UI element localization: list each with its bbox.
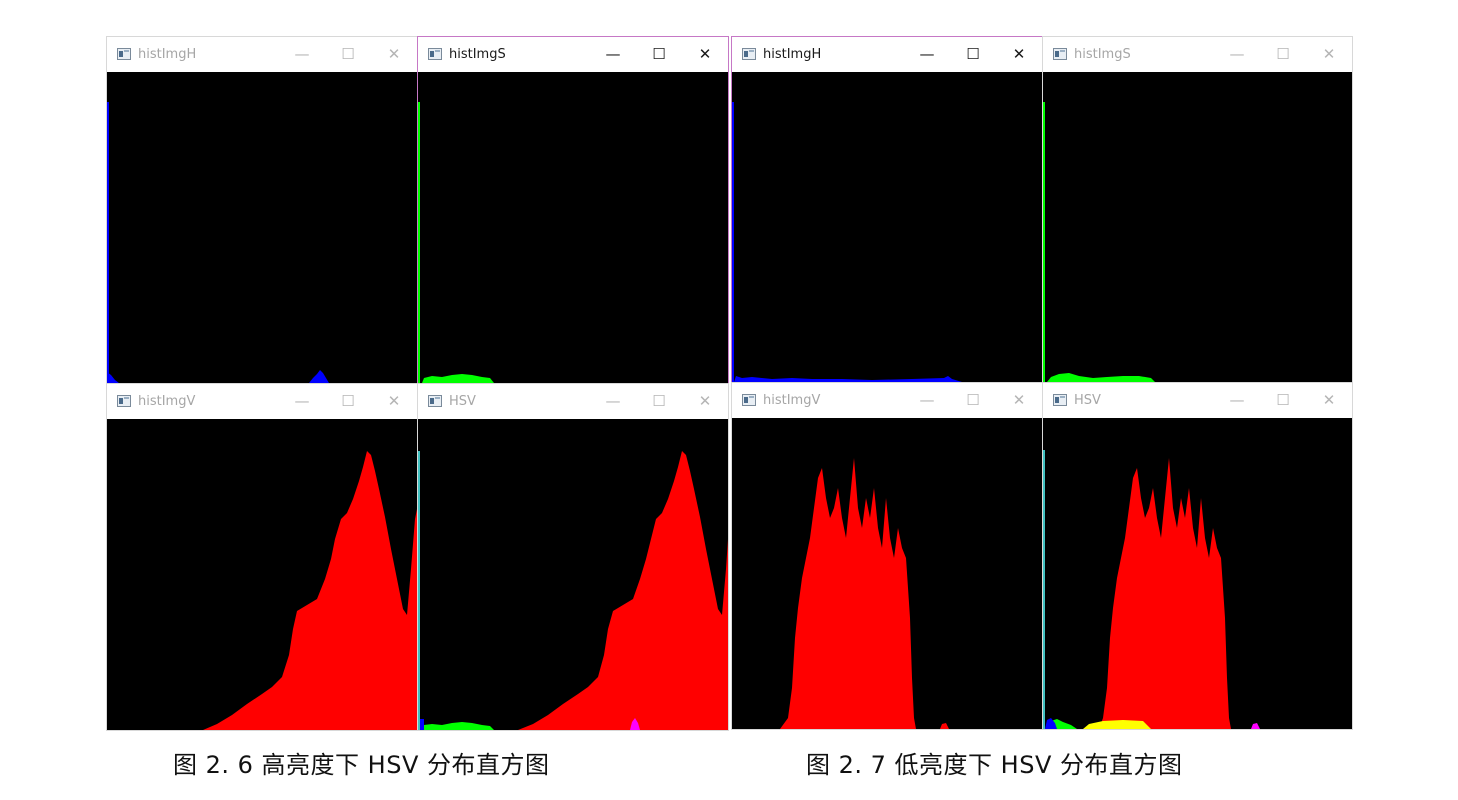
window-title: histImgH bbox=[138, 46, 197, 62]
window-hsv-low[interactable]: HSV — ☐ ✕ bbox=[1042, 382, 1353, 730]
maximize-button[interactable]: ☐ bbox=[341, 45, 355, 63]
close-button[interactable]: ✕ bbox=[387, 392, 401, 410]
minimize-button[interactable]: — bbox=[919, 391, 935, 409]
close-button[interactable]: ✕ bbox=[1322, 391, 1336, 409]
maximize-button[interactable]: ☐ bbox=[1276, 391, 1290, 409]
close-button[interactable]: ✕ bbox=[1012, 391, 1026, 409]
window-histimgv-high[interactable]: histImgV — ☐ ✕ bbox=[106, 383, 418, 731]
maximize-button[interactable]: ☐ bbox=[1276, 45, 1290, 63]
saturation-histogram bbox=[418, 102, 494, 383]
app-icon bbox=[117, 48, 131, 60]
close-button[interactable]: ✕ bbox=[387, 45, 401, 63]
titlebar[interactable]: HSV — ☐ ✕ bbox=[418, 384, 728, 418]
window-histimgh-low[interactable]: histImgH — ☐ ✕ bbox=[731, 36, 1043, 383]
titlebar[interactable]: HSV — ☐ ✕ bbox=[1043, 383, 1352, 417]
histogram-canvas bbox=[418, 419, 728, 730]
window-title: histImgV bbox=[763, 392, 821, 408]
app-icon bbox=[742, 48, 756, 60]
app-icon bbox=[1053, 394, 1067, 406]
histogram-canvas bbox=[732, 418, 1042, 729]
window-histimgv-low[interactable]: histImgV — ☐ ✕ bbox=[731, 382, 1043, 730]
combined-hsv-histogram bbox=[1043, 450, 1260, 729]
minimize-button[interactable]: — bbox=[919, 45, 935, 63]
histogram-canvas bbox=[107, 419, 417, 730]
hue-histogram bbox=[107, 102, 329, 383]
close-button[interactable]: ✕ bbox=[1322, 45, 1336, 63]
window-title: histImgS bbox=[449, 46, 506, 62]
maximize-button[interactable]: ☐ bbox=[341, 392, 355, 410]
minimize-button[interactable]: — bbox=[1229, 391, 1245, 409]
minimize-button[interactable]: — bbox=[294, 392, 310, 410]
maximize-button[interactable]: ☐ bbox=[966, 45, 980, 63]
minimize-button[interactable]: — bbox=[605, 392, 621, 410]
app-icon bbox=[428, 48, 442, 60]
hue-histogram bbox=[732, 102, 962, 382]
titlebar[interactable]: histImgH — ☐ ✕ bbox=[107, 37, 417, 71]
window-histimgs-low[interactable]: histImgS — ☐ ✕ bbox=[1042, 36, 1353, 383]
window-title: histImgS bbox=[1074, 46, 1131, 62]
close-button[interactable]: ✕ bbox=[698, 45, 712, 63]
histogram-canvas bbox=[1043, 418, 1352, 729]
close-button[interactable]: ✕ bbox=[698, 392, 712, 410]
figure-caption-2-6: 图 2. 6 高亮度下 HSV 分布直方图 bbox=[173, 751, 550, 779]
minimize-button[interactable]: — bbox=[1229, 45, 1245, 63]
minimize-button[interactable]: — bbox=[294, 45, 310, 63]
window-title: histImgV bbox=[138, 393, 196, 409]
maximize-button[interactable]: ☐ bbox=[652, 392, 666, 410]
window-title: HSV bbox=[449, 393, 476, 409]
titlebar[interactable]: histImgS — ☐ ✕ bbox=[418, 37, 728, 71]
saturation-histogram bbox=[1043, 102, 1155, 382]
figure-caption-2-7: 图 2. 7 低亮度下 HSV 分布直方图 bbox=[806, 751, 1183, 779]
histogram-canvas bbox=[1043, 72, 1352, 382]
combined-hsv-histogram bbox=[418, 451, 728, 730]
histogram-canvas bbox=[732, 72, 1042, 382]
maximize-button[interactable]: ☐ bbox=[652, 45, 666, 63]
app-icon bbox=[742, 394, 756, 406]
titlebar[interactable]: histImgV — ☐ ✕ bbox=[732, 383, 1042, 417]
window-histimgs-high[interactable]: histImgS — ☐ ✕ bbox=[417, 36, 729, 384]
window-title: histImgH bbox=[763, 46, 822, 62]
titlebar[interactable]: histImgH — ☐ ✕ bbox=[732, 37, 1042, 71]
value-histogram bbox=[203, 451, 417, 730]
minimize-button[interactable]: — bbox=[605, 45, 621, 63]
window-title: HSV bbox=[1074, 392, 1101, 408]
close-button[interactable]: ✕ bbox=[1012, 45, 1026, 63]
titlebar[interactable]: histImgS — ☐ ✕ bbox=[1043, 37, 1352, 71]
value-histogram bbox=[780, 458, 949, 729]
app-icon bbox=[117, 395, 131, 407]
maximize-button[interactable]: ☐ bbox=[966, 391, 980, 409]
window-hsv-high[interactable]: HSV — ☐ ✕ bbox=[417, 383, 729, 731]
window-histimgh-high[interactable]: histImgH — ☐ ✕ bbox=[106, 36, 418, 384]
histogram-canvas bbox=[418, 72, 728, 383]
app-icon bbox=[1053, 48, 1067, 60]
titlebar[interactable]: histImgV — ☐ ✕ bbox=[107, 384, 417, 418]
app-icon bbox=[428, 395, 442, 407]
histogram-canvas bbox=[107, 72, 417, 383]
